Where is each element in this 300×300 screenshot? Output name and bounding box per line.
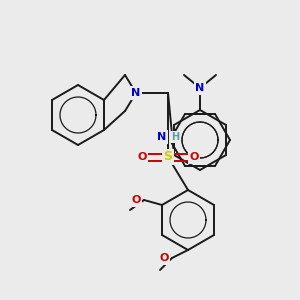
Text: N: N xyxy=(158,132,166,142)
Text: H: H xyxy=(171,132,179,142)
Text: O: O xyxy=(159,253,169,263)
Text: O: O xyxy=(137,152,147,162)
Text: N: N xyxy=(195,83,205,93)
Text: N: N xyxy=(131,88,141,98)
Text: O: O xyxy=(131,195,141,205)
Text: O: O xyxy=(189,152,199,162)
Text: S: S xyxy=(164,151,172,164)
